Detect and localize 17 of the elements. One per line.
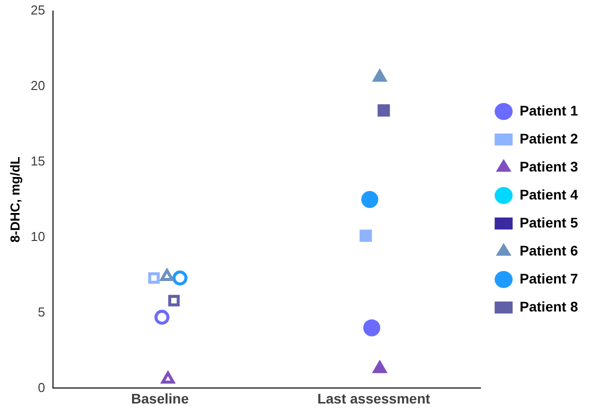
y-tick-label: 15 <box>30 153 46 168</box>
legend-label: Patient 6 <box>520 242 578 258</box>
y-tick-label: 0 <box>38 380 46 395</box>
y-tick-label: 10 <box>30 228 46 244</box>
x-tick-label: Last assessment <box>317 390 431 406</box>
legend-label: Patient 7 <box>520 270 578 286</box>
legend-label: Patient 8 <box>520 298 578 314</box>
y-axis-title: 8-DHC, mg/dL <box>7 156 22 242</box>
y-tick-label: 20 <box>30 78 46 93</box>
y-tick-label: 25 <box>30 2 46 18</box>
legend-label: Patient 4 <box>520 186 578 202</box>
x-tick-label: Baseline <box>131 390 189 406</box>
legend-label: Patient 2 <box>520 130 578 146</box>
legend-label: Patient 1 <box>520 102 578 118</box>
legend-label: Patient 3 <box>520 158 578 174</box>
legend-label: Patient 5 <box>520 214 578 230</box>
y-tick-label: 5 <box>38 304 46 320</box>
